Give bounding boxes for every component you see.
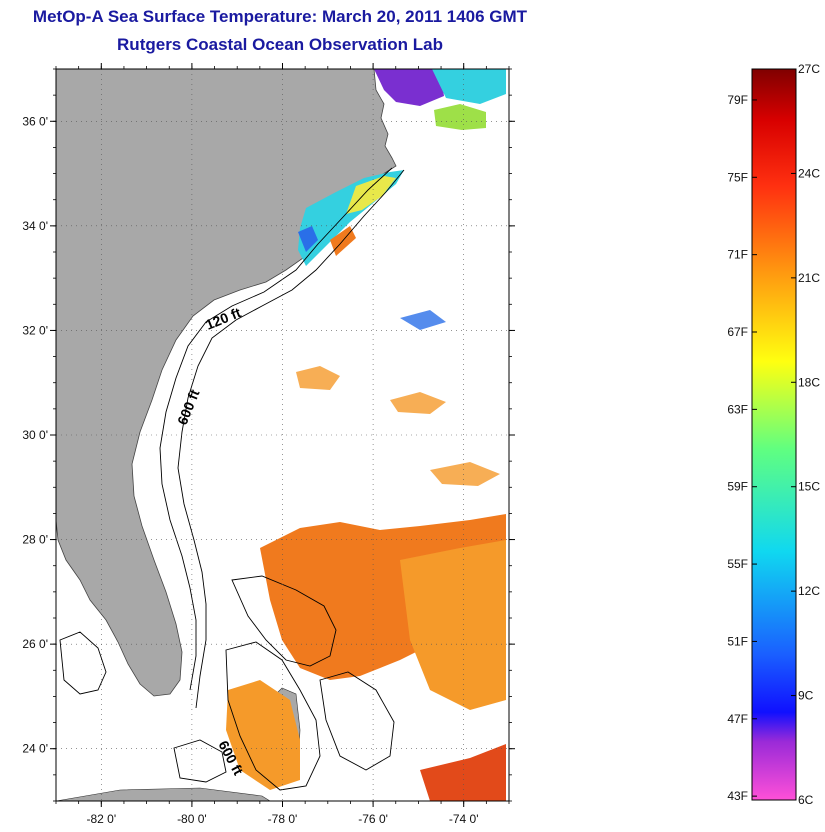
sst-patch-gulfstream bbox=[400, 540, 506, 710]
lat-tick-label: 30 0' bbox=[22, 428, 48, 442]
contour-bahamas bbox=[231, 575, 337, 667]
sst-patch-capes bbox=[346, 176, 396, 214]
sst-patch-north bbox=[374, 69, 444, 106]
celsius-label: 27C bbox=[798, 62, 820, 76]
lat-tick-label: 32 0' bbox=[22, 323, 48, 337]
lon-tick-label: -74 0' bbox=[449, 812, 479, 826]
fahrenheit-scale: 79F 75F 71F 67F 63F 59F 55F 51F 47F 43F bbox=[727, 93, 757, 803]
fahrenheit-label: 47F bbox=[727, 712, 748, 726]
contour-bahamas bbox=[225, 641, 321, 791]
celsius-label: 9C bbox=[798, 689, 814, 703]
contour-keys bbox=[59, 631, 107, 695]
lon-tick-label: -82 0' bbox=[86, 812, 116, 826]
fahrenheit-label: 71F bbox=[727, 248, 748, 262]
celsius-scale: 27C 24C 21C 18C 15C 12C 9C 6C bbox=[791, 62, 820, 807]
sst-patch-capes bbox=[298, 226, 318, 252]
fahrenheit-label: 67F bbox=[727, 325, 748, 339]
contour-bahamas bbox=[173, 739, 227, 783]
lon-tick-label: -76 0' bbox=[358, 812, 388, 826]
contour-120ft bbox=[159, 167, 393, 691]
map-subtitle: Rutgers Coastal Ocean Observation Lab bbox=[117, 35, 443, 54]
sst-patch-bahamas bbox=[226, 680, 300, 790]
fahrenheit-label: 63F bbox=[727, 402, 748, 416]
sst-patch-south bbox=[420, 744, 506, 801]
lat-tick-label: 24 0' bbox=[22, 742, 48, 756]
lat-tick-label: 34 0' bbox=[22, 219, 48, 233]
lat-tick-label: 26 0' bbox=[22, 637, 48, 651]
lon-tick-label: -78 0' bbox=[268, 812, 298, 826]
fahrenheit-label: 43F bbox=[727, 789, 748, 803]
cuba-strip bbox=[56, 787, 271, 801]
celsius-label: 21C bbox=[798, 271, 820, 285]
colorbar-gradient bbox=[751, 68, 797, 801]
sst-patch-north bbox=[434, 104, 486, 130]
lat-tick-label: 36 0' bbox=[22, 114, 48, 128]
contour-600ft bbox=[177, 169, 405, 709]
celsius-label: 18C bbox=[798, 375, 820, 389]
celsius-label: 6C bbox=[798, 793, 814, 807]
fahrenheit-label: 51F bbox=[727, 634, 748, 648]
fahrenheit-label: 55F bbox=[727, 557, 748, 571]
longitude-axis: -82 0' -80 0' -78 0' -76 0' -74 0' bbox=[55, 63, 510, 826]
map-title: MetOp-A Sea Surface Temperature: March 2… bbox=[32, 7, 528, 26]
celsius-label: 15C bbox=[798, 480, 820, 494]
sst-patch-north bbox=[432, 69, 506, 104]
fahrenheit-label: 75F bbox=[727, 170, 748, 184]
lat-tick-label: 28 0' bbox=[22, 533, 48, 547]
sst-patch-speckle bbox=[296, 366, 500, 486]
lon-tick-label: -80 0' bbox=[177, 812, 207, 826]
sst-patch-speckle bbox=[400, 310, 446, 330]
graticule bbox=[56, 69, 509, 801]
contour-bahamas bbox=[319, 671, 395, 771]
latitude-axis: 24 0' 26 0' 28 0' 30 0' 32 0' 34 0' 36 0' bbox=[22, 68, 515, 802]
celsius-label: 12C bbox=[798, 584, 820, 598]
fahrenheit-label: 59F bbox=[727, 480, 748, 494]
fahrenheit-label: 79F bbox=[727, 93, 748, 107]
celsius-label: 24C bbox=[798, 166, 820, 180]
